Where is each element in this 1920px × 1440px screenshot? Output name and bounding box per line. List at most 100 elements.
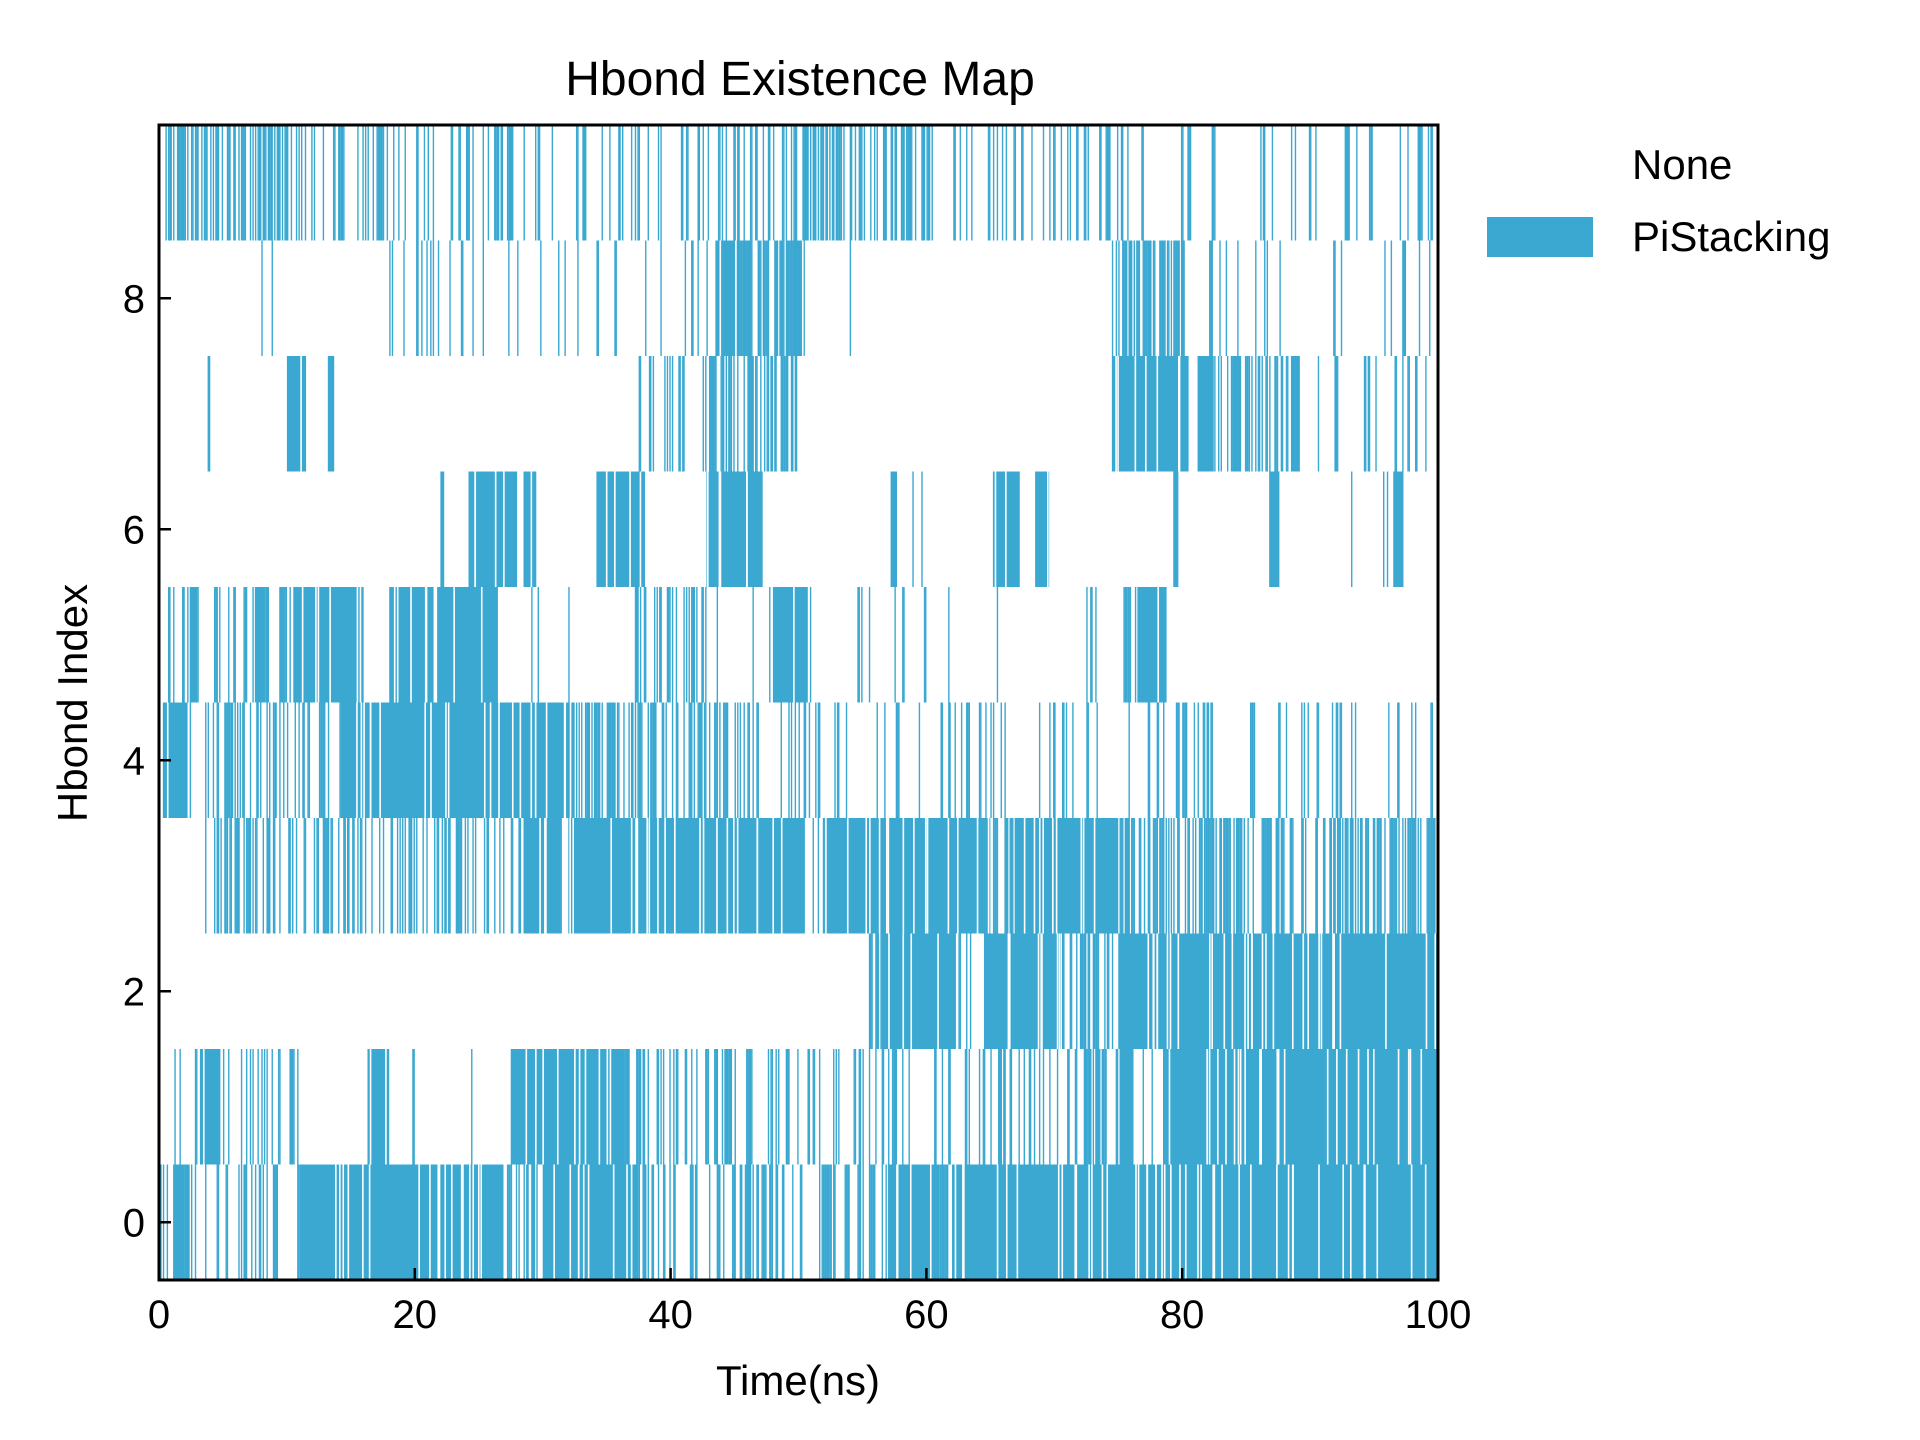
pistacking-event-row-7 bbox=[755, 356, 757, 472]
pistacking-event-row-4 bbox=[1336, 702, 1339, 818]
pistacking-event-row-1 bbox=[1018, 1049, 1020, 1165]
pistacking-event-row-0 bbox=[205, 1164, 207, 1280]
pistacking-event-row-3 bbox=[1131, 818, 1133, 934]
pistacking-event-row-5 bbox=[636, 587, 638, 703]
x-tick-label: 20 bbox=[393, 1293, 438, 1337]
pistacking-event-row-6 bbox=[1351, 471, 1353, 587]
pistacking-event-row-9 bbox=[1127, 125, 1129, 241]
x-tick-label: 60 bbox=[904, 1293, 949, 1337]
pistacking-block-row-4 bbox=[340, 702, 575, 818]
pistacking-event-row-9 bbox=[861, 125, 863, 241]
pistacking-event-row-5 bbox=[283, 587, 285, 703]
pistacking-event-row-4 bbox=[593, 702, 597, 818]
pistacking-event-row-1 bbox=[934, 1049, 937, 1165]
none-gap-row-5 bbox=[425, 587, 428, 703]
pistacking-event-row-4 bbox=[239, 702, 241, 818]
pistacking-event-row-9 bbox=[813, 125, 817, 241]
pistacking-event-row-4 bbox=[1316, 702, 1318, 818]
none-gap-row-3 bbox=[887, 818, 890, 934]
pistacking-event-row-1 bbox=[983, 1049, 986, 1165]
pistacking-event-row-3 bbox=[1330, 818, 1332, 934]
none-gap-row-3 bbox=[976, 818, 979, 934]
pistacking-event-row-9 bbox=[509, 125, 513, 241]
legend-label: None bbox=[1632, 141, 1732, 188]
pistacking-event-row-2 bbox=[871, 933, 873, 1049]
pistacking-event-row-9 bbox=[885, 125, 887, 241]
pistacking-event-row-1 bbox=[1099, 1049, 1101, 1165]
pistacking-event-row-9 bbox=[343, 125, 345, 241]
pistacking-event-row-4 bbox=[1210, 702, 1213, 818]
pistacking-event-row-9 bbox=[911, 125, 913, 241]
pistacking-event-row-3 bbox=[460, 818, 463, 934]
pistacking-event-row-1 bbox=[875, 1049, 877, 1165]
pistacking-event-row-3 bbox=[409, 818, 412, 934]
pistacking-event-row-2 bbox=[1092, 933, 1095, 1049]
pistacking-block-row-2 bbox=[983, 933, 1061, 1049]
pistacking-block-row-2 bbox=[1118, 933, 1438, 1049]
pistacking-event-row-5 bbox=[902, 587, 905, 703]
none-gap-row-0 bbox=[578, 1164, 580, 1280]
none-gap-row-2 bbox=[1056, 933, 1059, 1049]
pistacking-event-row-4 bbox=[734, 702, 736, 818]
pistacking-event-row-9 bbox=[367, 125, 369, 241]
pistacking-event-row-4 bbox=[641, 702, 643, 818]
none-gap-row-6 bbox=[719, 471, 722, 587]
pistacking-event-row-9 bbox=[1054, 125, 1056, 241]
pistacking-event-row-7 bbox=[1248, 356, 1251, 472]
pistacking-event-row-5 bbox=[234, 587, 236, 703]
pistacking-event-row-4 bbox=[226, 702, 229, 818]
pistacking-event-row-1 bbox=[721, 1049, 724, 1165]
pistacking-event-row-5 bbox=[769, 587, 771, 703]
none-gap-row-0 bbox=[1276, 1164, 1278, 1280]
pistacking-event-row-4 bbox=[968, 702, 971, 818]
pistacking-event-row-9 bbox=[854, 125, 857, 241]
pistacking-event-row-4 bbox=[794, 702, 797, 818]
pistacking-event-row-9 bbox=[825, 125, 828, 241]
pistacking-event-row-8 bbox=[1143, 240, 1146, 356]
none-gap-row-5 bbox=[301, 587, 304, 703]
none-gap-row-2 bbox=[1291, 933, 1294, 1049]
none-gap-row-3 bbox=[726, 818, 729, 934]
none-gap-row-1 bbox=[1259, 1049, 1261, 1165]
pistacking-event-row-5 bbox=[685, 587, 688, 703]
pistacking-event-row-7 bbox=[1230, 356, 1233, 472]
pistacking-event-row-5 bbox=[213, 587, 216, 703]
pistacking-event-row-5 bbox=[675, 587, 678, 703]
pistacking-event-row-4 bbox=[683, 702, 685, 818]
pistacking-event-row-8 bbox=[271, 240, 273, 356]
pistacking-event-row-4 bbox=[318, 702, 321, 818]
none-gap-row-3 bbox=[913, 818, 915, 934]
pistacking-event-row-5 bbox=[1090, 587, 1093, 703]
pistacking-event-row-3 bbox=[441, 818, 444, 934]
none-gap-row-0 bbox=[1146, 1164, 1149, 1280]
none-gap-row-0 bbox=[1342, 1164, 1345, 1280]
pistacking-event-row-4 bbox=[618, 702, 620, 818]
pistacking-event-row-1 bbox=[261, 1049, 263, 1165]
pistacking-block-row-3 bbox=[1015, 818, 1119, 934]
pistacking-event-row-4 bbox=[1339, 702, 1343, 818]
pistacking-event-row-1 bbox=[729, 1049, 733, 1165]
pistacking-event-row-2 bbox=[1104, 933, 1106, 1049]
pistacking-block-row-0 bbox=[174, 1164, 190, 1280]
none-gap-row-0 bbox=[1163, 1164, 1166, 1280]
pistacking-event-row-9 bbox=[173, 125, 175, 241]
pistacking-event-row-9 bbox=[378, 125, 381, 241]
none-gap-row-1 bbox=[1277, 1049, 1280, 1165]
pistacking-event-row-9 bbox=[717, 125, 720, 241]
none-gap-row-1 bbox=[1420, 1049, 1423, 1165]
pistacking-event-row-9 bbox=[416, 125, 419, 241]
pistacking-event-row-1 bbox=[893, 1049, 895, 1165]
none-gap-row-1 bbox=[556, 1049, 559, 1165]
y-axis-label: Hbond Index bbox=[49, 584, 96, 822]
pistacking-event-row-0 bbox=[868, 1164, 871, 1280]
pistacking-event-row-2 bbox=[1061, 933, 1065, 1049]
none-gap-row-1 bbox=[525, 1049, 528, 1165]
pistacking-event-row-2 bbox=[1084, 933, 1087, 1049]
pistacking-event-row-0 bbox=[833, 1164, 835, 1280]
pistacking-block-row-7 bbox=[1111, 356, 1189, 472]
pistacking-event-row-3 bbox=[1434, 818, 1436, 934]
pistacking-event-row-7 bbox=[1235, 356, 1238, 472]
pistacking-event-row-7 bbox=[1336, 356, 1339, 472]
none-gap-row-3 bbox=[1055, 818, 1058, 934]
pistacking-event-row-9 bbox=[496, 125, 499, 241]
